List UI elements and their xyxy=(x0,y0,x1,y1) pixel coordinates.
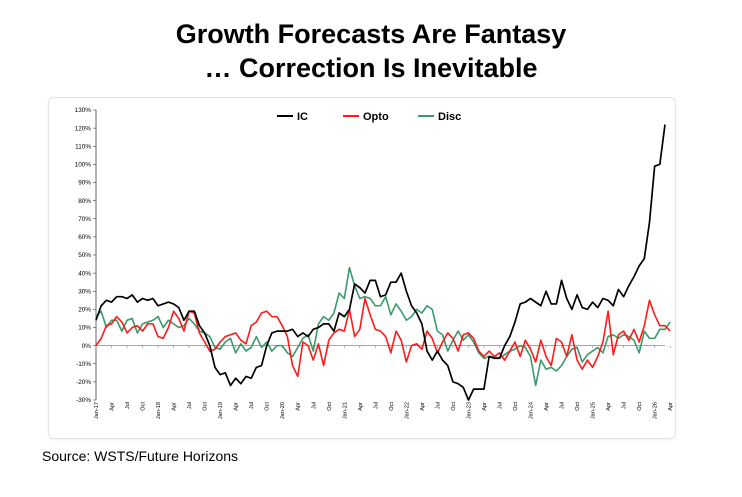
x-tick-label: Apr xyxy=(296,402,302,411)
x-tick-label: Apr xyxy=(420,402,426,411)
y-tick-label: -10% xyxy=(76,361,91,368)
x-tick-label: Oct xyxy=(389,402,395,411)
x-tick-label: Jul xyxy=(187,402,193,409)
x-tick-label: Jan-17 xyxy=(94,402,100,419)
x-tick-label: Oct xyxy=(575,402,581,411)
x-tick-label: Jan-26 xyxy=(653,402,659,419)
y-tick-label: 90% xyxy=(78,180,91,187)
x-tick-label: Jul xyxy=(560,402,566,409)
x-tick-label: Apr xyxy=(172,402,178,411)
y-tick-label: 60% xyxy=(78,234,91,241)
x-tick-label: Jan-20 xyxy=(280,402,286,419)
y-tick-label: 0% xyxy=(82,343,92,350)
legend-label-ic: IC xyxy=(297,111,308,123)
y-tick-label: 40% xyxy=(78,270,91,277)
series-line-ic xyxy=(95,124,666,401)
y-tick-label: 50% xyxy=(78,252,91,259)
y-tick-label: 110% xyxy=(75,143,91,150)
source-note: Source: WSTS/Future Horizons xyxy=(42,448,239,464)
x-tick-label: Jul xyxy=(249,402,255,409)
x-tick-label: Apr xyxy=(482,402,488,411)
y-tick-label: 120% xyxy=(75,125,92,132)
x-tick-label: Jan-23 xyxy=(466,402,472,419)
y-tick-label: 20% xyxy=(78,307,91,314)
x-tick-label: Jul xyxy=(435,402,441,409)
y-tick-label: 30% xyxy=(78,288,91,295)
x-tick-label: Oct xyxy=(265,402,271,411)
legend-label-opto: Opto xyxy=(363,111,389,123)
x-tick-label: Jul xyxy=(311,402,317,409)
chart-title-line1: Growth Forecasts Are Fantasy xyxy=(175,19,567,49)
y-tick-label: 70% xyxy=(78,216,91,223)
x-tick-label: Jan-24 xyxy=(529,402,535,419)
y-tick-label: 100% xyxy=(75,162,92,169)
y-tick-label: -20% xyxy=(76,379,91,386)
x-tick-label: Apr xyxy=(606,402,612,411)
x-tick-label: Jan-19 xyxy=(218,402,224,419)
x-tick-label: Oct xyxy=(637,402,643,411)
x-tick-label: Apr xyxy=(668,402,674,411)
x-tick-label: Apr xyxy=(110,402,116,411)
series-line-opto xyxy=(95,297,671,378)
x-tick-label: Oct xyxy=(203,402,209,411)
chart-panel xyxy=(48,97,676,439)
legend-label-disc: Disc xyxy=(438,111,461,123)
y-tick-label: 10% xyxy=(78,325,91,332)
x-tick-label: Jan-21 xyxy=(342,402,348,419)
x-tick-label: Jul xyxy=(373,402,379,409)
chart-title-line2: … Correction Is Inevitable xyxy=(204,53,538,83)
x-tick-label: Jan-22 xyxy=(404,402,410,419)
y-tick-label: 80% xyxy=(78,198,91,205)
y-tick-label: 130% xyxy=(75,107,92,114)
y-tick-label: -30% xyxy=(76,397,91,404)
x-tick-label: Apr xyxy=(358,402,364,411)
x-tick-label: Oct xyxy=(513,402,519,411)
x-tick-label: Apr xyxy=(544,402,550,411)
x-tick-label: Apr xyxy=(234,402,240,411)
x-tick-label: Jul xyxy=(125,402,131,409)
x-tick-label: Oct xyxy=(327,402,333,411)
x-tick-label: Jul xyxy=(497,402,503,409)
x-tick-label: Jan-25 xyxy=(591,402,597,419)
x-tick-label: Jan-18 xyxy=(156,402,162,419)
x-tick-label: Oct xyxy=(141,402,147,411)
x-tick-label: Jul xyxy=(622,402,628,409)
x-tick-label: Oct xyxy=(451,402,457,411)
